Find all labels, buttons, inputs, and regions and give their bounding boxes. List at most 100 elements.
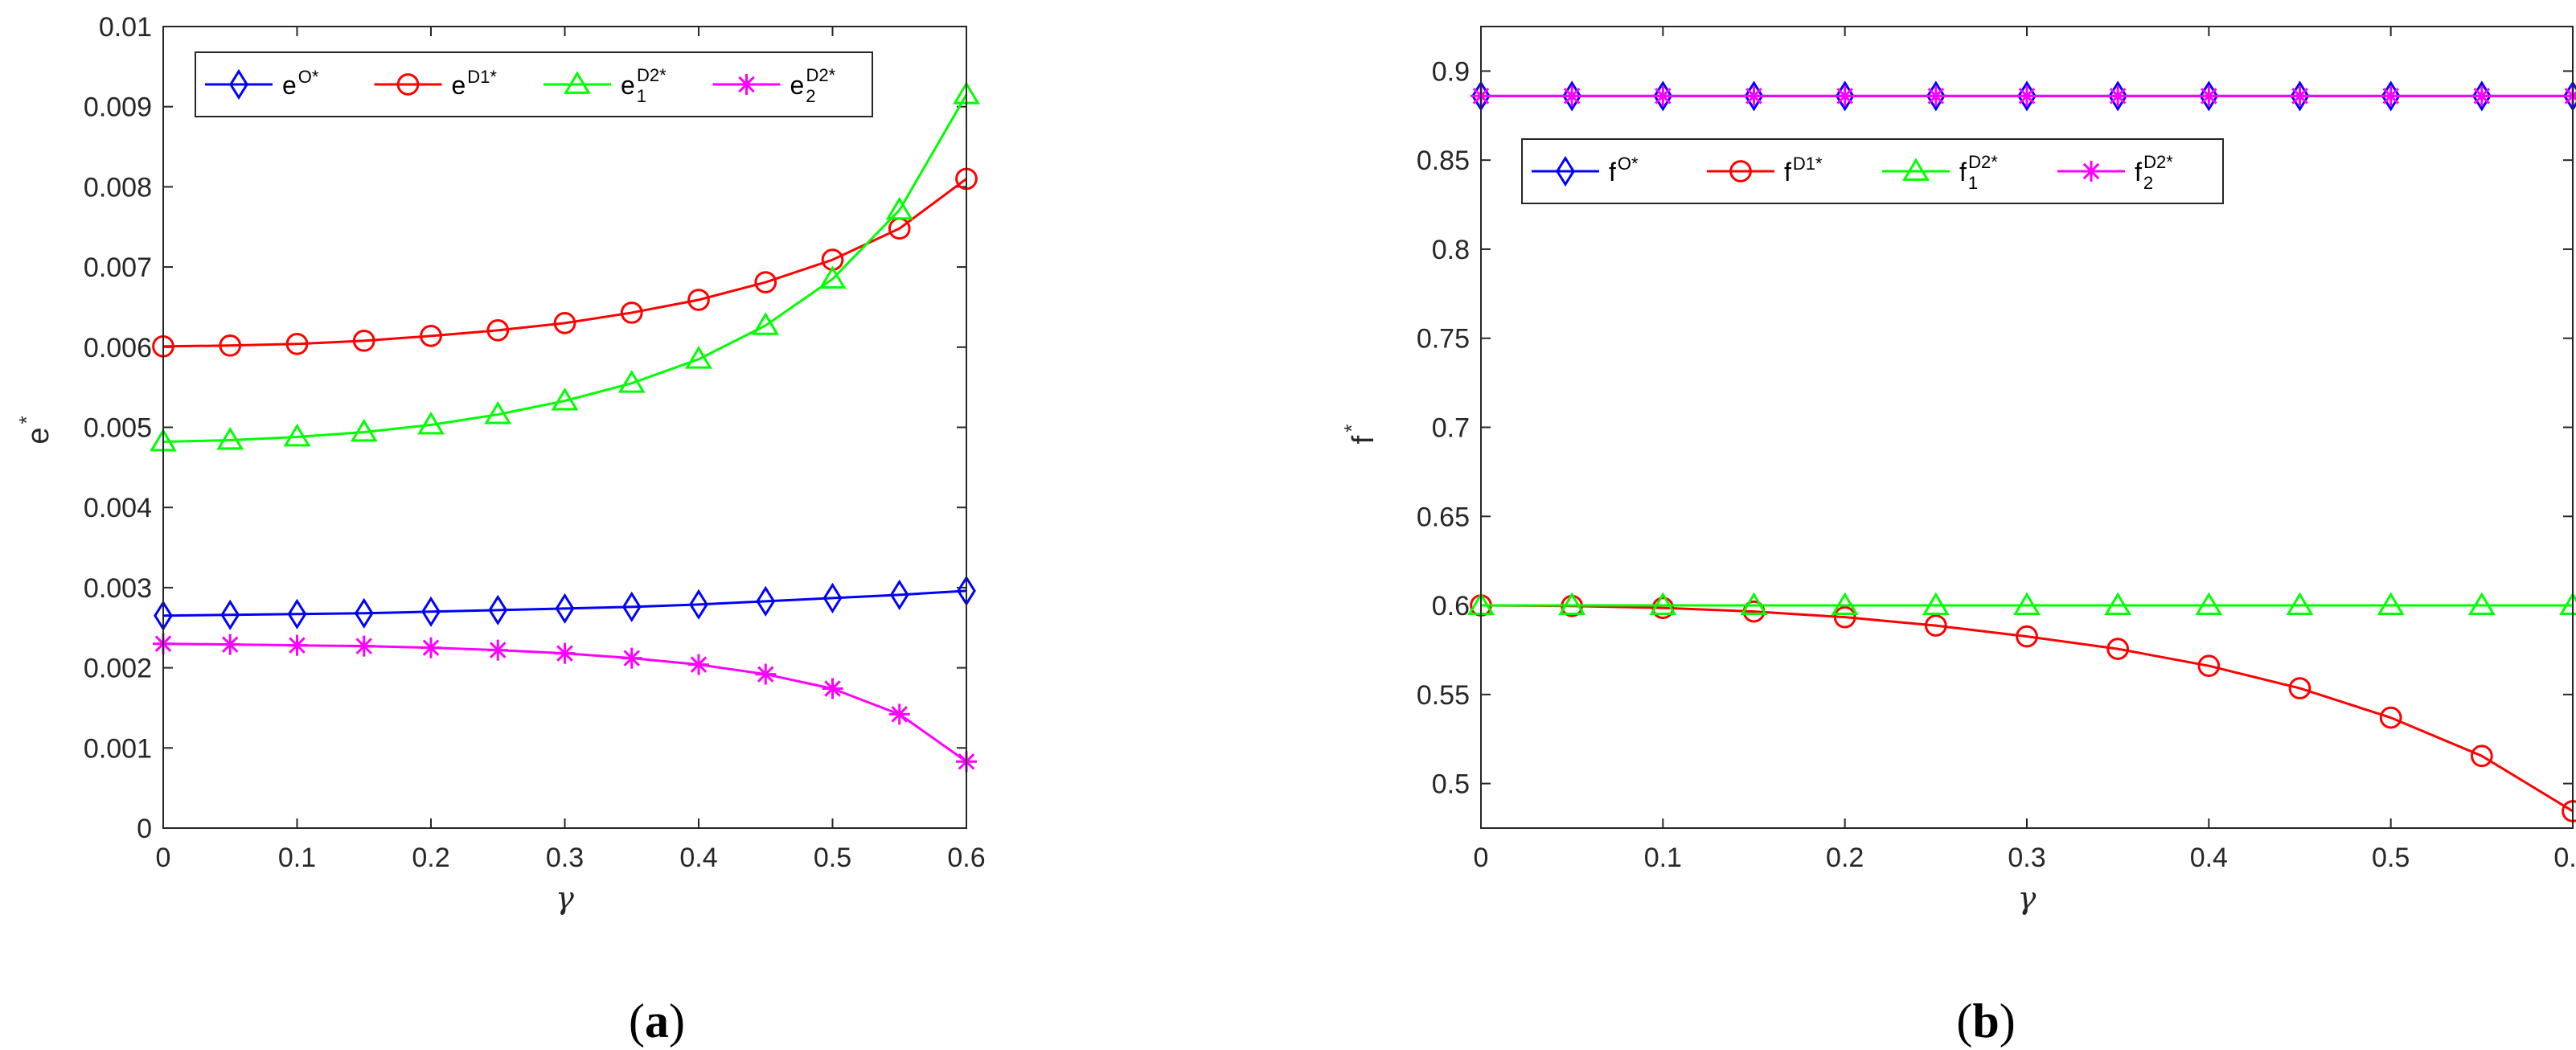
panel-a-series-2-point: [818, 265, 847, 289]
panel-b-legend-label: f1D2*: [1959, 152, 1998, 193]
panel-a-series-3-point: [822, 678, 843, 699]
panel-a-legend-marker: [564, 71, 591, 94]
panel-b-legend-label: f2D2*: [2135, 152, 2173, 193]
panel-a-series-1-point: [620, 301, 643, 324]
panel-b-series-3-point: [1561, 85, 1583, 107]
panel-b-y-tick-label: 0.85: [1417, 146, 1470, 176]
panel-a-series-3-point: [353, 635, 375, 657]
panel-b-x-axis-label: γ: [2018, 880, 2037, 916]
panel-a-series-3-point: [286, 634, 308, 656]
panel-b-series-1-point: [1833, 605, 1856, 629]
panel-b-series-3-point: [1925, 85, 1946, 107]
panel-b-legend-marker: [2081, 161, 2102, 182]
panel-a-legend-label: eD1*: [452, 67, 498, 100]
panel-a-legend-entry-0: eO*: [205, 67, 319, 100]
panel-b-series-2: [1467, 592, 2576, 615]
panel-a-series-0-point: [621, 591, 642, 622]
panel-a-series-2-point: [216, 426, 244, 450]
panel-a-x-axis-label: γ: [556, 880, 574, 916]
panel-a-series-3-point: [219, 634, 241, 655]
panel-a-series-0-point: [488, 594, 508, 625]
panel-a-series-0-line: [162, 589, 967, 617]
panel-a-x-tick-label: 0.4: [679, 843, 717, 873]
panel-b-series-3-point: [2016, 85, 2037, 107]
panel-b-legend: fO* fD1* f1D2* f2D2*: [1521, 138, 2224, 204]
chart-panel-a: 0 0.1 0.2 0.3 0.4 0.5 0.6 0 0.001 0.002 0.003 0.004…: [14, 12, 986, 916]
panel-b-series-1-point: [2470, 744, 2493, 768]
panel-b-x-tick-label: 0.6: [2553, 843, 2576, 873]
panel-a-series-3-point: [554, 642, 576, 664]
panel-b-series-2-point: [2195, 592, 2223, 615]
panel-b-x-tick-label: 0.4: [2190, 843, 2228, 873]
panel-b-y-tick-label: 0.8: [1432, 235, 1470, 265]
panel-b-series-1-point: [2288, 677, 2311, 699]
panel-a-y-tick-label: 0.004: [84, 493, 152, 523]
panel-a-plot-area: [163, 27, 966, 828]
panel-b-y-axis-label-base: f: [1347, 435, 1380, 444]
panel-a-series-0-point: [354, 597, 374, 629]
panel-b-y-axis-label: f*: [1339, 425, 1380, 445]
panel-a-x-tick-label: 0.5: [814, 843, 851, 873]
panel-b-series-2-point: [1649, 592, 1677, 615]
panel-b-series-1-point: [2106, 638, 2130, 660]
caption-b-label: b: [1972, 995, 1999, 1048]
panel-b-legend-label-base: f: [1959, 158, 1967, 187]
panel-a-legend-label-sup: D2*: [637, 65, 667, 85]
panel-a-x-tick-label: 0.3: [546, 843, 584, 873]
panel-a-series-1-point: [754, 271, 777, 293]
panel-a-y-tick-label: 0.003: [84, 573, 152, 604]
panel-a-series-1-point: [486, 319, 510, 342]
panel-b-y-axis-label-sup: *: [1339, 425, 1364, 433]
panel-a-legend-entry-3: e2D2*: [712, 65, 836, 106]
panel-b-axes-frame: [1480, 26, 2574, 829]
panel-b-legend-marker: [1729, 160, 1752, 183]
panel-a-series-0-point: [689, 589, 708, 620]
panel-a-x-tick-label: 0.6: [947, 843, 985, 873]
panel-a-y-tick-label: 0.001: [84, 733, 152, 764]
panel-b-series-1-point: [1924, 614, 1947, 637]
panel-b-series-2-point: [2377, 592, 2405, 615]
panel-b-legend-entry-3: f2D2*: [2057, 152, 2173, 193]
panel-b-legend-entry-2: f1D2*: [1882, 152, 1998, 193]
panel-a-y-tick-label: 0.006: [84, 333, 152, 363]
panel-a-series-1-line: [162, 178, 967, 348]
panel-b-series-3-point: [1834, 85, 1856, 107]
panel-a-series-0-point: [756, 585, 776, 617]
panel-a-legend-label-base: e: [282, 71, 297, 100]
panel-b-legend-label-sub: 2: [2143, 173, 2153, 193]
panel-b-legend-entry-1: fD1*: [1707, 154, 1823, 187]
caption-a-label: a: [645, 995, 669, 1048]
panel-b-series-2-point: [2013, 592, 2041, 615]
panel-a-y-axis-label-text: e*: [14, 416, 55, 444]
panel-b-x-tick-label: 0: [1474, 843, 1489, 873]
panel-a-series-3-point: [487, 639, 509, 661]
panel-a-x-tick-label: 0: [156, 843, 171, 873]
panel-a-legend-label-sup: D2*: [806, 65, 836, 85]
panel-b-series-2-point: [1740, 592, 1768, 615]
panel-b-series-1-point: [1651, 597, 1675, 620]
panel-b-x-tick-label: 0.2: [1826, 843, 1864, 873]
panel-b-series-3-point: [1652, 85, 1674, 107]
panel-a-y-tick-label: 0.005: [84, 413, 152, 444]
panel-a-legend-entry-1: eD1*: [374, 67, 498, 100]
panel-b-legend-label-sup: D2*: [1968, 152, 1998, 172]
panel-b-legend-label-sup: D1*: [1793, 154, 1823, 174]
panel-b-series-3-point: [2380, 85, 2402, 107]
panel-a-series-3-point: [688, 654, 709, 675]
chart-panel-b: 0 0.1 0.2 0.3 0.4 0.5 0.6 0.5 0.55 0.6 0.65 0.7 0.75…: [1339, 26, 2576, 916]
panel-a-legend: eO* eD1* e1D2* e2D2*: [195, 51, 873, 117]
panel-b-x-tick-label: 0.1: [1644, 843, 1682, 873]
panel-b-legend-label: fD1*: [1784, 154, 1823, 187]
panel-b-legend-label-base: f: [2135, 158, 2142, 187]
panel-a-series-2-line: [162, 93, 968, 443]
panel-a-legend-entry-2: e1D2*: [544, 65, 667, 106]
panel-a-y-tick-label: 0.009: [84, 92, 152, 123]
panel-b-y-tick-label: 0.75: [1417, 324, 1470, 355]
panel-a-series-1-point: [219, 334, 242, 357]
panel-a-series-1-point: [687, 289, 710, 311]
panel-a-y-tick-label: 0.002: [84, 654, 152, 684]
caption-b: (b): [1956, 995, 2015, 1048]
panel-b-legend-label-sup: O*: [1618, 154, 1639, 174]
panel-b-series-3-point: [2198, 85, 2220, 107]
panel-a-series-2-point: [417, 411, 445, 435]
